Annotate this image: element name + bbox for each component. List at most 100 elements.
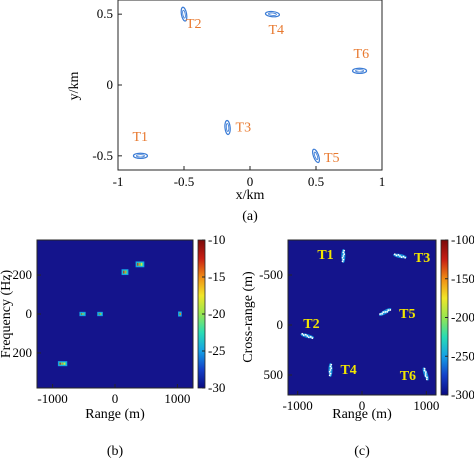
- scatterer: [393, 253, 407, 259]
- x-tick-label: -1000: [282, 398, 312, 413]
- panel-c: T1 T3 T5 T2 T4 T6 -1000 0 1000 -500 0 500 -100 -150…: [241, 232, 474, 459]
- target-label: T5: [324, 151, 340, 166]
- scatterer-point: [342, 251, 345, 254]
- scatterer-point: [382, 311, 385, 314]
- scatterer-label: T5: [399, 307, 415, 322]
- plot-c-caption: (c): [354, 444, 370, 459]
- scatterer-point: [311, 337, 314, 340]
- blob-stripe: [98, 313, 100, 315]
- plot-c-colorbar-ticks: -100 -150 -200 -250 -300: [445, 232, 474, 402]
- scatterer: [300, 332, 315, 340]
- blob-stripe: [179, 312, 181, 316]
- target-outline: [132, 152, 149, 160]
- blob-stripe: [123, 270, 125, 274]
- target-outline: [311, 148, 321, 164]
- target-label: T6: [354, 47, 370, 62]
- y-tick-label: 0: [107, 77, 114, 92]
- scatterer-point: [424, 375, 427, 377]
- scatterer-point: [341, 256, 344, 259]
- scatterer-point: [379, 313, 381, 315]
- target-inner: [268, 12, 277, 16]
- target-inner: [225, 123, 230, 132]
- scatterer-point: [399, 255, 401, 257]
- scatterer-label: T4: [340, 363, 356, 378]
- scatterer: [422, 367, 429, 381]
- scatterer-point: [307, 336, 310, 339]
- blob-stripe: [63, 362, 66, 365]
- blob-stripe: [140, 262, 143, 266]
- y-tick-label: -0.5: [92, 148, 113, 163]
- blob-stripe: [61, 362, 64, 365]
- scatterer-point: [328, 374, 331, 377]
- x-tick-label: 0: [247, 174, 254, 189]
- plot-a-frame: [117, 0, 383, 171]
- heatmap-blob: [135, 261, 145, 268]
- y-tick-label: 200: [13, 345, 33, 360]
- blob-stripe: [139, 262, 141, 266]
- plot-c-scatterers: T1 T3 T5 T2 T4 T6: [300, 248, 430, 384]
- y-tick-label: 0: [277, 317, 284, 332]
- scatterer-point: [329, 372, 332, 375]
- scatterer-point: [384, 311, 387, 313]
- scatterer-point: [402, 255, 405, 258]
- scatterer-point: [329, 365, 332, 368]
- target-label: T1: [132, 130, 148, 145]
- scatterer-point: [426, 376, 428, 379]
- target-marker: [311, 148, 321, 164]
- scatterer-label: T6: [400, 369, 416, 384]
- scatterer-point: [424, 371, 427, 373]
- scatterer: [379, 308, 392, 316]
- y-tick-label: 500: [264, 367, 284, 382]
- plot-b-caption: (b): [107, 444, 124, 459]
- x-tick-label: -0.5: [174, 174, 195, 189]
- scatterer-point: [423, 367, 426, 370]
- heatmap-blob: [121, 269, 129, 276]
- blob-stripe: [82, 313, 84, 315]
- target-marker: [264, 10, 281, 18]
- heatmap-blob: [57, 361, 68, 367]
- target-inner: [182, 9, 186, 19]
- plot-b-ticks: -1000 0 1000 -200 0 200: [8, 267, 190, 406]
- scatterer-point: [389, 309, 392, 311]
- plot-c-ylabel: Cross-range (m): [241, 271, 256, 363]
- scatterer-label: T2: [303, 317, 319, 332]
- x-tick-label: 1000: [164, 391, 190, 406]
- scatterer-point: [425, 378, 428, 381]
- scatterer-point: [343, 249, 346, 252]
- scatterer-point: [304, 333, 307, 336]
- target-marker: [351, 67, 368, 75]
- heatmap-blob: [97, 311, 103, 317]
- x-tick-label: 0: [112, 391, 119, 406]
- colorbar-tick-label: -100: [451, 232, 474, 247]
- colorbar-tick-label: -20: [208, 306, 225, 321]
- colorbar-tick-label: -10: [208, 232, 225, 247]
- panel-b: -1000 0 1000 -200 0 200 -10 -15 -20 -25 -30 Range…: [0, 232, 225, 459]
- plot-b-colorbar-ticks: -10 -15 -20 -25 -30: [202, 232, 225, 395]
- target-marker: [224, 119, 231, 136]
- colorbar-tick-label: -250: [451, 348, 474, 363]
- heatmap-blob: [79, 311, 86, 317]
- target-outline: [224, 119, 231, 136]
- scatterer-point: [393, 253, 396, 256]
- scatterer-point: [343, 253, 346, 256]
- scatterer-point: [306, 335, 309, 337]
- scatterer-point: [424, 373, 427, 375]
- scatterer-point: [381, 312, 383, 315]
- blob-stripe: [137, 262, 139, 266]
- scatterer: [341, 249, 346, 263]
- scatterer-point: [386, 310, 389, 313]
- target-label: T4: [268, 23, 284, 38]
- plot-b-ylabel: Frequency (Hz): [0, 270, 14, 359]
- target-marker: [180, 6, 188, 22]
- target-outline: [180, 6, 188, 22]
- scatterer-point: [330, 367, 333, 370]
- y-tick-label: -500: [259, 267, 283, 282]
- plot-a-xlabel: x/km: [236, 188, 265, 203]
- scatterer-label: T1: [317, 248, 333, 263]
- scatterer-point: [330, 363, 333, 366]
- blob-stripe: [124, 270, 127, 274]
- x-tick-label: 0: [359, 398, 366, 413]
- colorbar-tick-label: -150: [451, 271, 474, 286]
